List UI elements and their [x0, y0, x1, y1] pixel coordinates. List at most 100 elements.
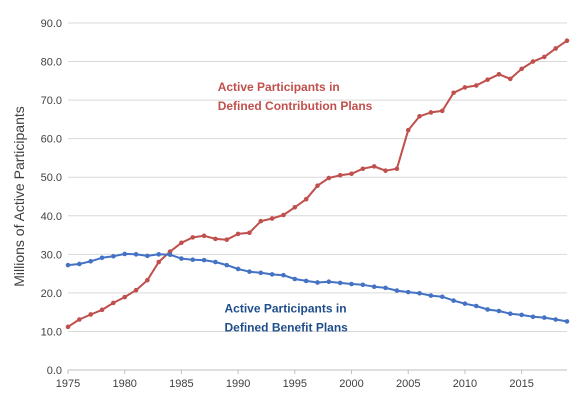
data-point	[519, 66, 524, 72]
x-tick-label: 1990	[226, 378, 250, 390]
data-point	[292, 204, 298, 210]
data-point	[360, 282, 366, 288]
data-point	[383, 285, 388, 291]
data-point	[88, 258, 93, 264]
data-point	[542, 54, 547, 60]
annotation-line: Defined Benefit Plans	[225, 321, 349, 335]
data-point	[439, 108, 445, 114]
data-point	[507, 311, 513, 317]
y-tick-label: 20.0	[41, 288, 62, 300]
data-point	[337, 280, 343, 286]
y-tick-label: 70.0	[41, 95, 62, 107]
data-point	[247, 230, 252, 236]
data-point	[145, 277, 150, 283]
x-tick-label: 2000	[339, 378, 363, 390]
annotation-line: Active Participants in	[225, 302, 347, 316]
data-point	[360, 166, 366, 172]
data-point	[542, 315, 547, 320]
y-tick-label: 40.0	[41, 211, 62, 223]
y-tick-labels: 0.0 10.0 20.0 30.0 40.0 50.0 60.0 70.0 80.0 90.0	[41, 18, 62, 377]
data-point	[281, 272, 286, 278]
data-point	[553, 317, 558, 322]
data-point	[451, 90, 456, 96]
data-point	[462, 301, 468, 306]
data-point	[564, 38, 570, 44]
grid-lines	[68, 22, 567, 332]
y-tick-label: 10.0	[41, 326, 62, 338]
y-tick-label: 90.0	[41, 18, 62, 30]
data-point	[462, 85, 468, 90]
data-point	[417, 114, 422, 119]
y-tick-label: 30.0	[41, 249, 62, 261]
data-point	[224, 237, 230, 242]
data-point	[156, 259, 162, 265]
data-point	[303, 278, 309, 284]
axes	[67, 369, 567, 374]
data-point	[485, 307, 490, 312]
data-point	[269, 272, 275, 277]
data-point	[213, 236, 218, 242]
data-point	[326, 279, 332, 285]
data-point	[507, 76, 513, 82]
data-point	[224, 262, 230, 268]
data-point	[530, 59, 536, 64]
data-point	[235, 231, 241, 237]
data-point	[190, 235, 196, 240]
data-point	[122, 294, 128, 300]
x-tick-label: 2015	[509, 378, 533, 390]
data-point	[156, 252, 162, 257]
data-point	[496, 308, 502, 314]
data-point	[167, 252, 173, 258]
data-point	[258, 270, 264, 276]
data-point	[88, 312, 93, 317]
data-point	[564, 319, 570, 324]
annotations: Active Participants in Defined Contributi…	[218, 80, 373, 335]
data-point	[77, 317, 82, 322]
annotation-defined-contribution: Active Participants in Defined Contributi…	[218, 80, 373, 113]
annotation-defined-benefit: Active Participants in Defined Benefit Pl…	[225, 302, 349, 335]
data-point	[417, 290, 422, 296]
data-point	[201, 233, 207, 239]
x-tick-labels: 1975 1980 1985 1990 1995 2000 2005 2010 2015	[56, 378, 534, 390]
y-tick-label: 60.0	[41, 134, 62, 146]
x-tick-label: 1985	[169, 378, 193, 390]
series-defined-benefit	[65, 251, 570, 324]
data-point	[315, 183, 320, 189]
data-point	[337, 172, 343, 178]
data-point	[451, 298, 456, 303]
data-point	[405, 127, 411, 133]
data-point	[179, 240, 184, 246]
data-point	[247, 269, 252, 274]
y-tick-label: 0.0	[47, 365, 62, 377]
data-point	[190, 257, 196, 263]
series-group	[65, 38, 570, 330]
series-defined-contribution	[65, 38, 570, 330]
data-point	[201, 257, 207, 263]
x-tick-label: 2010	[453, 378, 477, 390]
annotation-line: Defined Contribution Plans	[218, 99, 373, 113]
data-point	[269, 216, 275, 221]
y-axis-label: Millions of Active Participants	[11, 106, 27, 287]
data-point	[258, 218, 264, 224]
data-point	[111, 253, 116, 259]
data-point	[405, 289, 411, 295]
data-point	[473, 83, 479, 88]
x-tick-label: 1975	[56, 378, 80, 390]
data-point	[122, 251, 128, 257]
data-point	[65, 324, 71, 330]
data-point	[281, 212, 286, 218]
data-point	[371, 164, 377, 169]
data-point	[349, 281, 354, 287]
data-point	[371, 284, 377, 290]
x-tick-label: 2005	[396, 378, 420, 390]
data-point	[428, 293, 434, 298]
data-point	[145, 253, 150, 259]
data-point	[496, 71, 502, 77]
data-point	[133, 252, 139, 257]
data-point	[65, 262, 71, 268]
data-point	[553, 46, 558, 51]
data-point	[111, 300, 116, 306]
data-point	[394, 166, 400, 172]
data-point	[235, 266, 241, 272]
